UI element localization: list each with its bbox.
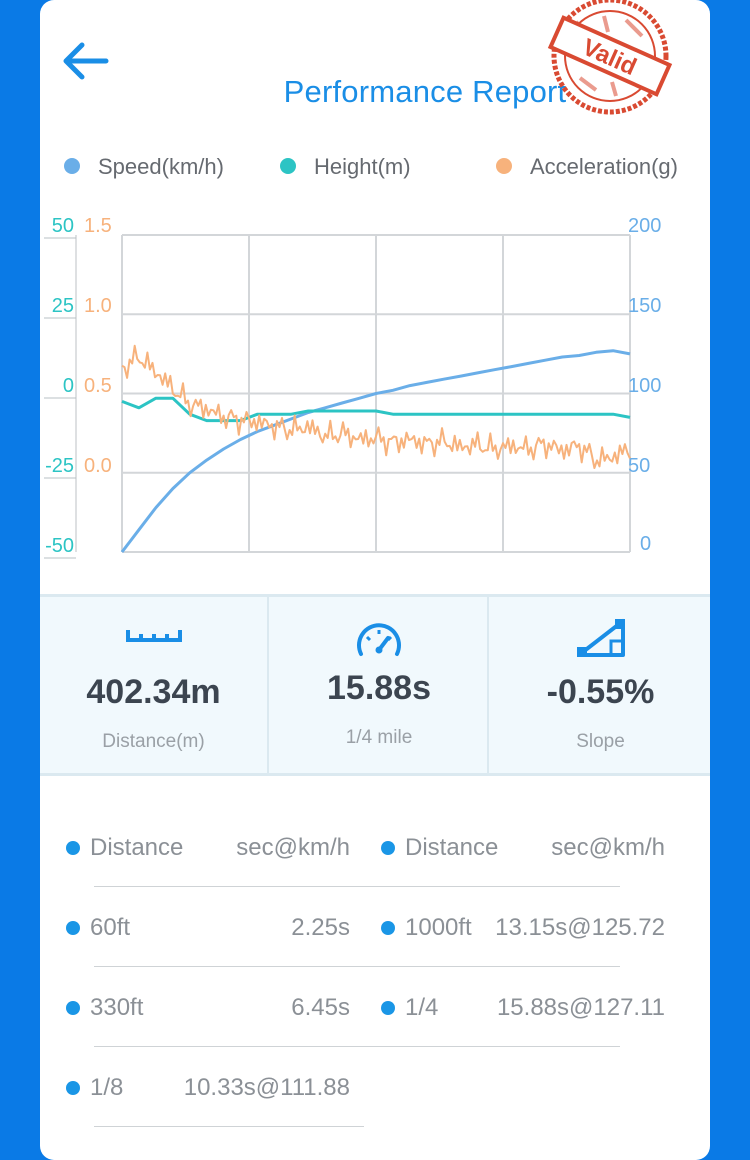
row-divider [94, 1126, 364, 1127]
quarter-mile-value: 15.88s [327, 669, 431, 707]
height-tick-label: 25 [52, 295, 74, 317]
speed-line [120, 349, 631, 553]
stat-quarter-mile: 15.88s 1/4 mile [267, 597, 489, 773]
slope-icon [576, 619, 625, 657]
height-line [121, 396, 631, 423]
speed-tick-label: 100 [628, 375, 661, 397]
split-distance: 330ft [90, 994, 144, 1021]
split-time: 6.45s [291, 994, 350, 1021]
acceleration-tick-label: 0.0 [84, 455, 112, 477]
bullet-dot [381, 921, 395, 935]
split-330ft: 330ft 6.45s [40, 980, 350, 1060]
splits-header-right: Distance sec@km/h [355, 820, 665, 900]
split-eighth: 1/8 10.33s@111.88 [40, 1060, 350, 1140]
acceleration-tick-label: 0.5 [84, 375, 112, 397]
report-card: Performance Report Valid Speed(km/h) Hei… [40, 0, 710, 1160]
page-title: Performance Report [283, 74, 567, 109]
speed-tick-label: 200 [628, 215, 661, 237]
acceleration-tick-label: 1.5 [84, 215, 112, 237]
column-header: sec@km/h [551, 834, 665, 861]
acceleration-line [121, 344, 631, 469]
stats-panel: 402.34m Distance(m) 15.88s 1/4 mile -0.5… [40, 594, 710, 776]
split-1000ft: 1000ft 13.15s@125.72 [355, 900, 665, 980]
distance-label: Distance(m) [102, 731, 205, 752]
ruler-icon [125, 630, 182, 642]
splits-header-left: Distance sec@km/h [40, 820, 350, 900]
bullet-dot [66, 1001, 80, 1015]
height-tick-label: -50 [45, 535, 74, 557]
legend-label: Height(m) [314, 154, 411, 179]
split-distance: 1000ft [405, 914, 472, 941]
slope-label: Slope [576, 731, 625, 752]
split-quarter: 1/4 15.88s@127.11 [355, 980, 665, 1060]
split-time: 10.33s@111.88 [183, 1074, 350, 1101]
legend-label: Speed(km/h) [98, 154, 224, 179]
split-distance: 1/8 [90, 1074, 124, 1101]
acceleration-tick-label: 1.0 [84, 295, 112, 317]
legend-item-acceleration: Acceleration(g) [496, 154, 678, 180]
bullet-dot [66, 921, 80, 935]
height-tick-label: 50 [52, 215, 74, 237]
split-time: 15.88s@127.11 [496, 994, 665, 1021]
slope-value: -0.55% [546, 673, 655, 711]
legend-label: Acceleration(g) [530, 154, 678, 179]
speed-tick-label: 150 [628, 295, 661, 317]
split-60ft: 60ft 2.25s [40, 900, 350, 980]
bullet-dot [381, 1001, 395, 1015]
bullet-dot [381, 841, 395, 855]
row-divider [94, 1046, 620, 1047]
height-tick-label: 0 [63, 375, 74, 397]
arrow-left-icon [63, 42, 109, 80]
distance-value: 402.34m [86, 673, 221, 711]
quarter-mile-label: 1/4 mile [345, 727, 413, 748]
row-divider [94, 966, 620, 967]
stat-distance: 402.34m Distance(m) [40, 597, 267, 773]
split-distance: 1/4 [405, 994, 439, 1021]
legend-dot-acceleration [496, 158, 512, 175]
column-header: Distance [405, 834, 499, 861]
stat-slope: -0.55% Slope [487, 597, 710, 773]
bullet-dot [66, 1081, 80, 1095]
performance-chart: 50 25 0 -25 -50 1.5 1.0 0.5 0.0 200 150 100 50 0 [44, 215, 661, 559]
column-header: sec@km/h [236, 834, 350, 861]
legend-dot-speed [64, 158, 80, 175]
split-time: 13.15s@125.72 [495, 914, 665, 941]
split-time: 2.25s [291, 914, 350, 941]
legend-item-height: Height(m) [280, 154, 411, 180]
bullet-dot [66, 841, 80, 855]
speed-tick-label: 0 [640, 533, 651, 555]
row-divider [94, 886, 620, 887]
speedometer-icon [357, 623, 401, 656]
height-tick-label: -25 [45, 455, 74, 477]
back-button[interactable] [58, 38, 114, 84]
speed-tick-label: 50 [628, 455, 650, 477]
legend-dot-height [280, 158, 296, 175]
column-header: Distance [90, 834, 184, 861]
legend-item-speed: Speed(km/h) [64, 154, 224, 180]
chart-legend: Speed(km/h) Height(m) Acceleration(g) [40, 154, 710, 188]
split-distance: 60ft [90, 914, 131, 941]
valid-stamp: Valid [547, 0, 673, 115]
